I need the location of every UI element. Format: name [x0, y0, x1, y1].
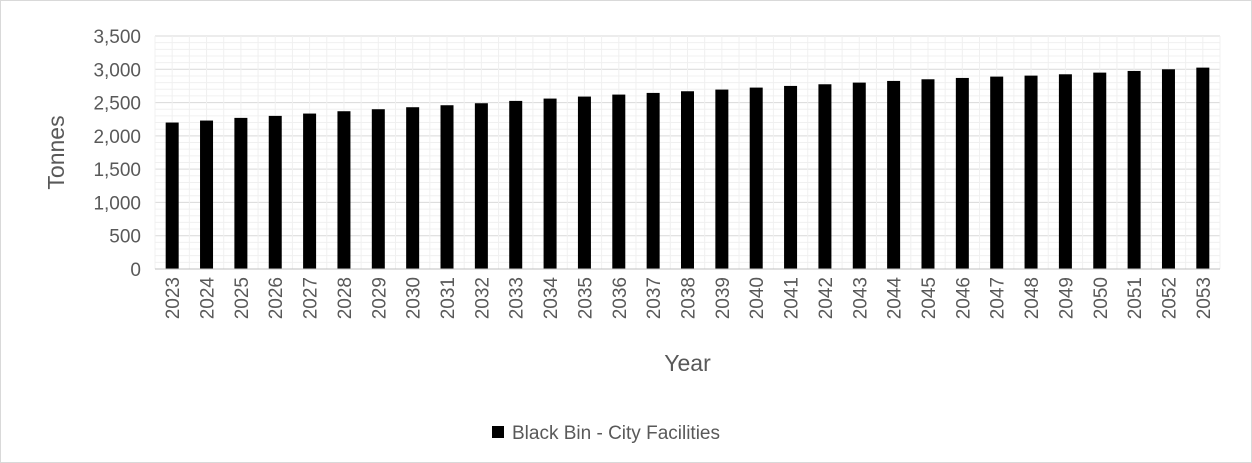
bar-2026 — [268, 115, 282, 269]
bar-2028 — [337, 111, 351, 270]
x-tick-label: 2050 — [1091, 277, 1112, 319]
x-tick-label: 2042 — [816, 277, 837, 319]
bar-2024 — [200, 120, 214, 269]
x-tick-label: 2034 — [541, 277, 562, 320]
bar-2025 — [234, 117, 248, 269]
y-tick-label: 1,000 — [93, 193, 141, 214]
bar-2035 — [577, 96, 591, 269]
bar-2043 — [852, 82, 866, 269]
bar-2045 — [921, 79, 935, 270]
legend: Black Bin - City Facilities — [492, 423, 720, 444]
x-tick-label: 2041 — [782, 277, 803, 319]
bar-2049 — [1058, 74, 1072, 270]
x-tick-label: 2036 — [610, 277, 631, 319]
y-tick-label: 3,500 — [93, 27, 141, 48]
x-tick-label: 2048 — [1022, 277, 1043, 319]
bar-2031 — [440, 105, 454, 269]
bar-2034 — [543, 98, 557, 269]
x-tick-label: 2052 — [1159, 277, 1180, 319]
y-axis-title: Tonnes — [43, 115, 69, 189]
x-tick-label: 2037 — [644, 277, 665, 319]
bar-2052 — [1161, 69, 1175, 270]
x-tick-label: 2028 — [335, 277, 356, 319]
x-tick-label: 2038 — [679, 277, 700, 319]
bar-2029 — [371, 109, 385, 269]
x-tick-label: 2047 — [988, 277, 1009, 319]
bar-2050 — [1093, 72, 1107, 269]
y-tick-label: 1,500 — [93, 160, 141, 181]
bar-2047 — [990, 76, 1004, 269]
bar-2042 — [818, 84, 832, 269]
y-tick-label: 2,000 — [93, 127, 141, 148]
bar-2044 — [887, 80, 901, 269]
x-tick-label: 2033 — [507, 277, 528, 319]
bar-2053 — [1196, 67, 1210, 269]
bar-2030 — [406, 107, 420, 269]
bar-2051 — [1127, 70, 1141, 269]
bars — [165, 67, 1210, 270]
x-tick-label: 2032 — [472, 277, 493, 319]
bar-2037 — [646, 92, 660, 269]
x-axis-title: Year — [664, 350, 711, 376]
legend-label: Black Bin - City Facilities — [512, 423, 720, 444]
y-tick-label: 3,000 — [93, 60, 141, 81]
x-tick-label: 2039 — [713, 277, 734, 319]
bar-2032 — [474, 103, 488, 269]
bar-2023 — [165, 122, 179, 270]
x-tick-label: 2040 — [747, 277, 768, 319]
bar-2033 — [509, 100, 523, 270]
y-tick-label: 2,500 — [93, 94, 141, 115]
x-tick-label: 2026 — [266, 277, 287, 319]
x-tick-label: 2023 — [163, 277, 184, 319]
y-tick-label: 0 — [130, 260, 141, 281]
x-tick-label: 2031 — [438, 277, 459, 319]
x-tick-label: 2030 — [404, 277, 425, 319]
x-tick-label: 2044 — [885, 277, 906, 320]
y-tick-label: 500 — [109, 227, 141, 248]
x-tick-label: 2051 — [1125, 277, 1146, 319]
bar-2027 — [303, 113, 317, 269]
x-tick-label: 2025 — [232, 277, 253, 319]
y-axis-ticks: 0 500 1,000 1,500 2,000 2,500 3,000 3,500 — [93, 27, 141, 281]
x-tick-label: 2043 — [850, 277, 871, 319]
x-tick-label: 2045 — [919, 277, 940, 319]
bar-2041 — [784, 85, 798, 269]
x-tick-label: 2046 — [953, 277, 974, 319]
bar-2036 — [612, 94, 626, 269]
x-tick-label: 2053 — [1194, 277, 1215, 319]
x-axis-ticks: 2023 2024 2025 2026 2027 2028 2029 2030 2031 2032… — [163, 277, 1215, 320]
x-tick-label: 2035 — [575, 277, 596, 319]
x-tick-label: 2049 — [1056, 277, 1077, 319]
bar-2046 — [955, 77, 969, 269]
bar-2039 — [715, 89, 729, 269]
bar-2048 — [1024, 75, 1038, 269]
x-tick-label: 2029 — [369, 277, 390, 319]
legend-swatch — [492, 426, 504, 438]
x-tick-label: 2027 — [301, 277, 322, 319]
bar-2038 — [681, 91, 694, 269]
bar-2040 — [749, 87, 763, 269]
x-tick-label: 2024 — [198, 277, 219, 320]
